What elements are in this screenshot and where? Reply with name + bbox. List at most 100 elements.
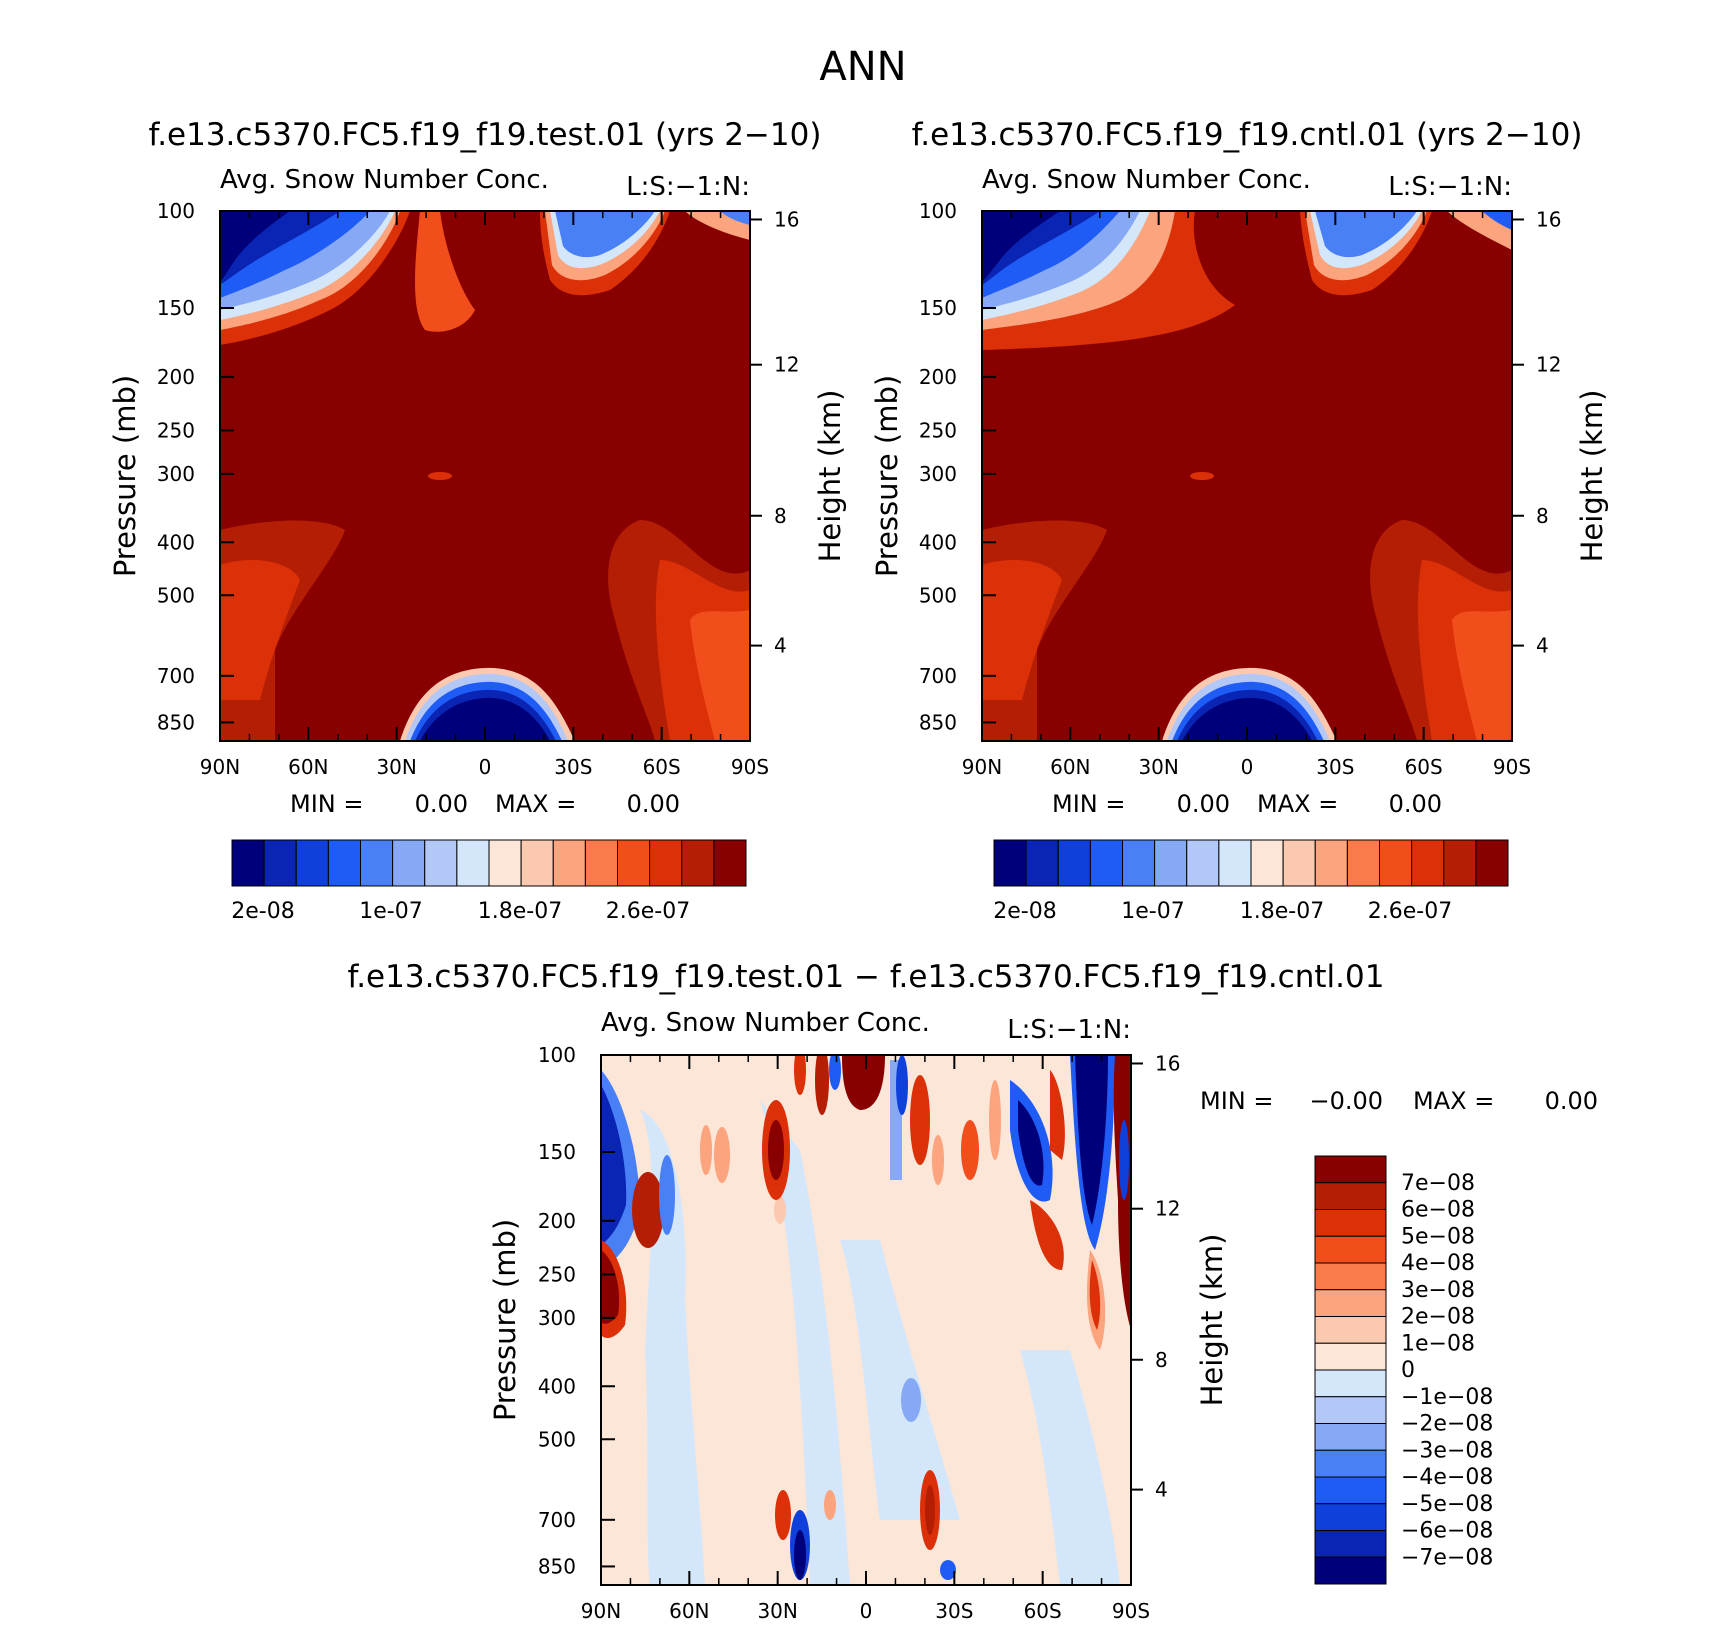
y-tick-label: 300 — [157, 462, 195, 486]
y-tick-label: 300 — [538, 1306, 576, 1330]
positive-core — [632, 1172, 664, 1248]
colorbar-label: 2e-08 — [231, 899, 294, 924]
panel-control: f.e13.c5370.FC5.f19_f19.cntl.01 (yrs 2−1… — [870, 117, 1609, 924]
colorbar-box — [1057, 839, 1091, 887]
y-tick-label: 850 — [919, 710, 957, 734]
colorbar-box — [327, 839, 361, 887]
y-tick-label: 700 — [538, 1508, 576, 1532]
positive-core — [1089, 1260, 1101, 1330]
positive-blob — [700, 1125, 712, 1175]
y2-tick-label: 4 — [1155, 1478, 1168, 1502]
y-tick-label: 400 — [538, 1374, 576, 1398]
colorbar-box — [1475, 839, 1509, 887]
colorbar-box — [1314, 1530, 1387, 1558]
colorbar-box — [295, 839, 329, 887]
colorbar-box — [713, 839, 747, 887]
colorbar-box — [1314, 1396, 1387, 1424]
negative-core — [1018, 1100, 1044, 1186]
colorbar-box — [1314, 1155, 1387, 1184]
colorbar-box — [1314, 1235, 1387, 1264]
mid-level-band — [1452, 610, 1512, 741]
negative-core — [601, 1085, 627, 1245]
y-axis-label: Pressure (mb) — [108, 375, 142, 577]
colorbar-box — [1314, 1369, 1387, 1398]
colorbar-box — [1154, 839, 1188, 887]
panel-test-axes: 90N 60N 30N 0 30S 60S 90S 100 150 200 250 300 400 500… — [157, 199, 800, 779]
y-tick-label: 250 — [157, 418, 195, 442]
colorbar-box — [1089, 839, 1123, 887]
x-tick-label: 60S — [1405, 755, 1443, 779]
y-tick-label: 250 — [538, 1262, 576, 1286]
y-tick-label: 300 — [919, 462, 957, 486]
positive-core — [842, 1055, 885, 1110]
colorbar-box — [231, 839, 265, 887]
colorbar-box — [1314, 839, 1348, 887]
positive-blob — [910, 1075, 930, 1165]
colorbar-box — [1282, 839, 1316, 887]
panel-difference-plot — [601, 1055, 1131, 1585]
max-value: 0.00 — [1389, 790, 1442, 818]
panel-test-subtitle: Avg. Snow Number Conc. — [220, 165, 549, 195]
mid-blob — [428, 472, 452, 480]
colorbar-box — [360, 839, 394, 887]
y2-tick-label: 12 — [774, 353, 799, 377]
colorbar-box — [1314, 1262, 1387, 1291]
y-tick-label: 250 — [919, 418, 957, 442]
x-tick-label: 60N — [288, 755, 328, 779]
panel-test-plot — [220, 211, 750, 741]
colorbar-label: 2.6e-07 — [1368, 899, 1452, 924]
y2-axis-label: Height (km) — [1195, 1234, 1229, 1407]
y-tick-label: 150 — [157, 296, 195, 320]
colorbar-label: 1.8e-07 — [1240, 899, 1324, 924]
lower-band — [420, 697, 550, 741]
y-tick-label: 700 — [919, 664, 957, 688]
colorbar-label: −1e−08 — [1401, 1385, 1493, 1410]
y-tick-label: 100 — [538, 1043, 576, 1067]
min-value: −0.00 — [1309, 1087, 1383, 1115]
mid-blob — [1190, 472, 1214, 480]
upper-band — [220, 211, 290, 282]
y-tick-label: 500 — [538, 1427, 576, 1451]
panel-control-title: f.e13.c5370.FC5.f19_f19.cntl.01 (yrs 2−1… — [912, 117, 1583, 153]
colorbar-label: 3e−08 — [1401, 1278, 1475, 1303]
y2-axis-label: Height (km) — [1575, 390, 1609, 563]
y-tick-label: 500 — [157, 583, 195, 607]
min-value: 0.00 — [1177, 790, 1230, 818]
positive-blob — [961, 1120, 979, 1180]
colorbar-label: 1e-07 — [1121, 899, 1184, 924]
y2-tick-label: 8 — [1536, 504, 1549, 528]
positive-blob — [774, 1196, 786, 1224]
panel-difference-title: f.e13.c5370.FC5.f19_f19.test.01 − f.e13.… — [348, 959, 1385, 995]
y-tick-label: 150 — [538, 1140, 576, 1164]
colorbar-box — [584, 839, 618, 887]
colorbar-box — [1314, 1342, 1387, 1371]
max-label: MAX = — [495, 790, 576, 818]
colorbar-box — [488, 839, 522, 887]
panel-difference-units: L:S:−1:N: — [1007, 1015, 1131, 1045]
negative-band — [760, 1100, 850, 1585]
x-tick-label: 90S — [1112, 1599, 1150, 1623]
negative-blob — [1119, 1120, 1129, 1200]
x-tick-label: 90N — [200, 755, 240, 779]
colorbar-label: 2e−08 — [1401, 1305, 1475, 1330]
x-tick-label: 30S — [1316, 755, 1354, 779]
x-tick-label: 0 — [860, 1599, 873, 1623]
colorbar-label: −6e−08 — [1401, 1519, 1493, 1544]
positive-blob — [815, 1055, 829, 1115]
upper-band — [1482, 211, 1512, 230]
positive-blob — [989, 1080, 1001, 1160]
y2-axis-label: Height (km) — [813, 390, 847, 563]
positive-blob — [824, 1490, 836, 1520]
x-tick-label: 60S — [1024, 1599, 1062, 1623]
colorbar-box — [681, 839, 715, 887]
mid-level-band — [690, 610, 750, 741]
positive-core — [775, 1490, 791, 1540]
x-tick-label: 90S — [731, 755, 769, 779]
colorbar-box — [1314, 1182, 1387, 1210]
panel-control-units: L:S:−1:N: — [1388, 172, 1512, 202]
max-label: MAX = — [1257, 790, 1338, 818]
upper-band — [720, 211, 750, 225]
max-label: MAX = — [1413, 1087, 1494, 1115]
y-tick-label: 500 — [919, 583, 957, 607]
